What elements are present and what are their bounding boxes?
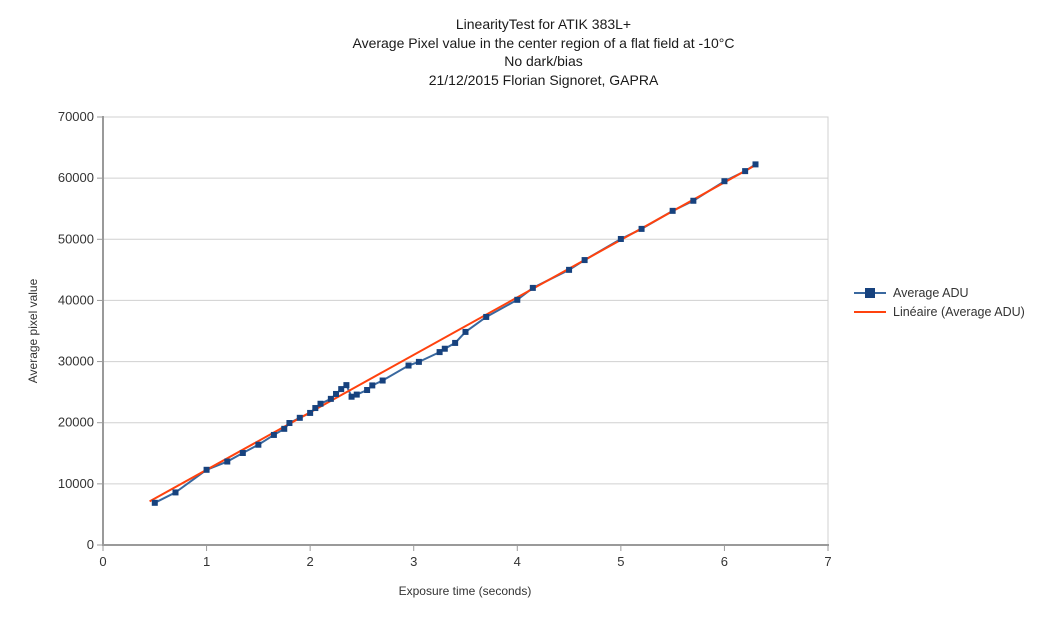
y-tick-label: 50000 (58, 231, 94, 246)
x-tick-label: 0 (99, 554, 106, 569)
data-point-marker (255, 441, 262, 448)
data-point-marker (364, 387, 371, 394)
data-point-marker (333, 390, 340, 397)
data-point-marker (307, 409, 314, 416)
legend-swatch-trendline-icon (854, 311, 886, 313)
legend: Average ADU Linéaire (Average ADU) (853, 286, 1025, 319)
data-point-marker (312, 405, 319, 412)
data-point-marker (327, 395, 334, 402)
y-tick-label: 70000 (58, 109, 94, 124)
data-point-marker (441, 345, 448, 352)
x-axis-title: Exposure time (seconds) (398, 584, 532, 598)
data-point-marker (296, 414, 303, 421)
data-point-marker (343, 382, 350, 389)
x-tick-label: 6 (721, 554, 728, 569)
data-point-marker (151, 499, 158, 506)
legend-label-average-adu: Average ADU (893, 286, 969, 300)
data-point-marker (566, 266, 573, 273)
x-tick-label: 4 (514, 554, 521, 569)
y-tick-label: 20000 (58, 415, 94, 430)
data-point-marker (317, 400, 324, 407)
x-tick-label: 5 (617, 554, 624, 569)
y-tick-label: 10000 (58, 476, 94, 491)
data-point-marker (638, 225, 645, 232)
data-point-marker (581, 257, 588, 264)
data-point-marker (436, 349, 443, 356)
data-point-marker (172, 489, 179, 496)
data-point-marker (270, 431, 277, 438)
data-point-marker (721, 178, 728, 185)
y-tick-label: 40000 (58, 292, 94, 307)
trendline-lineaire (149, 164, 756, 503)
data-point-marker (462, 328, 469, 335)
data-point-marker (348, 393, 355, 400)
y-tick-label: 30000 (58, 354, 94, 369)
data-point-marker (669, 207, 676, 214)
legend-label-lineaire: Linéaire (Average ADU) (893, 305, 1025, 319)
data-point-marker (224, 458, 231, 465)
legend-entry-average-adu: Average ADU (853, 286, 1025, 300)
chart-title-line-1: LinearityTest for ATIK 383L+ (455, 16, 632, 32)
x-tick-label: 3 (410, 554, 417, 569)
data-point-marker (742, 168, 749, 175)
data-point-marker (617, 235, 624, 242)
data-point-marker (690, 197, 697, 204)
data-point-marker (379, 377, 386, 384)
legend-swatch-line-marker-icon (854, 288, 886, 298)
data-point-marker (353, 391, 360, 398)
data-point-marker (281, 425, 288, 432)
data-point-marker (405, 362, 412, 369)
chart-title-block: LinearityTest for ATIK 383L+ Average Pix… (0, 15, 1037, 89)
legend-entry-lineaire: Linéaire (Average ADU) (853, 305, 1025, 319)
data-point-marker (752, 161, 759, 168)
chart-title-line-3: No dark/bias (504, 53, 583, 69)
data-point-marker (452, 339, 459, 346)
x-tick-label: 1 (203, 554, 210, 569)
data-point-marker (415, 358, 422, 365)
chart-title-line-2: Average Pixel value in the center region… (352, 34, 735, 51)
y-tick-label: 0 (87, 537, 94, 552)
x-tick-label: 7 (824, 554, 831, 569)
data-point-marker (338, 386, 345, 393)
y-tick-label: 60000 (58, 170, 94, 185)
data-point-marker (203, 466, 210, 473)
chart-title-line-4: 21/12/2015 Florian Signoret, GAPRA (428, 71, 659, 88)
data-point-marker (286, 420, 293, 427)
data-point-marker (514, 296, 521, 303)
data-point-marker (239, 449, 246, 456)
y-axis-title: Average pixel value (26, 278, 40, 384)
x-tick-label: 2 (307, 554, 314, 569)
data-point-marker (529, 284, 536, 291)
data-point-marker (483, 313, 490, 320)
data-point-marker (369, 382, 376, 389)
